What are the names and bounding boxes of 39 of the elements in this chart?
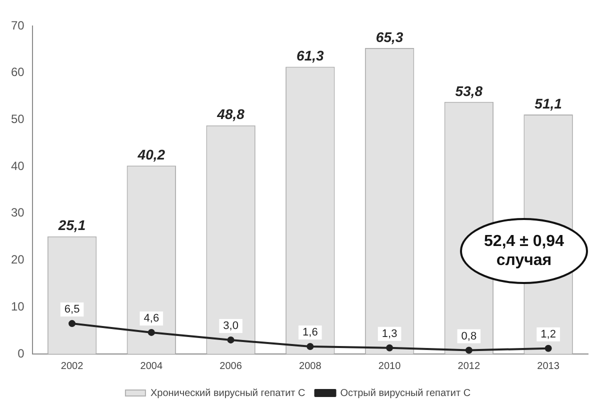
y-tick-label: 30 bbox=[10, 206, 25, 220]
y-tick-label: 60 bbox=[10, 65, 25, 80]
x-tick-label: 2008 bbox=[299, 360, 322, 372]
point bbox=[68, 320, 76, 328]
x-tick-label: 2002 bbox=[60, 360, 84, 372]
data-label: 1,3 bbox=[382, 328, 398, 340]
y-tick-label: 40 bbox=[10, 158, 25, 173]
y-tick-label: 50 bbox=[10, 112, 25, 126]
data-label: 1,2 bbox=[540, 328, 556, 340]
data-label: 4,6 bbox=[144, 312, 160, 324]
data-label: 1,6 bbox=[302, 326, 318, 339]
y-tick-label: 70 bbox=[10, 18, 25, 32]
y-tick-label: 10 bbox=[10, 299, 25, 314]
legend-label: Хронический вирусный гепатит С bbox=[150, 388, 306, 399]
annotation: 52,4 ± 0,94 случая bbox=[483, 232, 565, 270]
data-label: 53,8 bbox=[455, 82, 483, 99]
point bbox=[227, 336, 234, 344]
point bbox=[465, 346, 472, 354]
data-label: 6,5 bbox=[64, 304, 80, 316]
x-tick-label: 2006 bbox=[220, 360, 242, 372]
x-tick-label: 2012 bbox=[458, 360, 480, 372]
x-tick-label: 2010 bbox=[378, 360, 402, 372]
point bbox=[148, 328, 155, 336]
x-tick-label: 2013 bbox=[537, 360, 560, 372]
data-label: 25,1 bbox=[57, 217, 86, 234]
data-label: 51,1 bbox=[534, 95, 562, 112]
data-label: 65,3 bbox=[376, 28, 404, 45]
legend-label: Острый вирусный гепатит С bbox=[340, 388, 471, 399]
y-tick-label: 0 bbox=[18, 346, 25, 360]
point bbox=[544, 344, 552, 352]
data-label: 3,0 bbox=[223, 320, 238, 332]
x-tick-label: 2004 bbox=[140, 360, 163, 372]
point bbox=[306, 343, 314, 350]
data-label: 48,8 bbox=[216, 106, 245, 122]
data-label: 61,3 bbox=[296, 48, 324, 64]
point bbox=[386, 344, 394, 352]
data-label: 0,8 bbox=[461, 330, 477, 342]
y-tick-label: 20 bbox=[10, 252, 25, 267]
data-label: 40,2 bbox=[136, 146, 166, 162]
